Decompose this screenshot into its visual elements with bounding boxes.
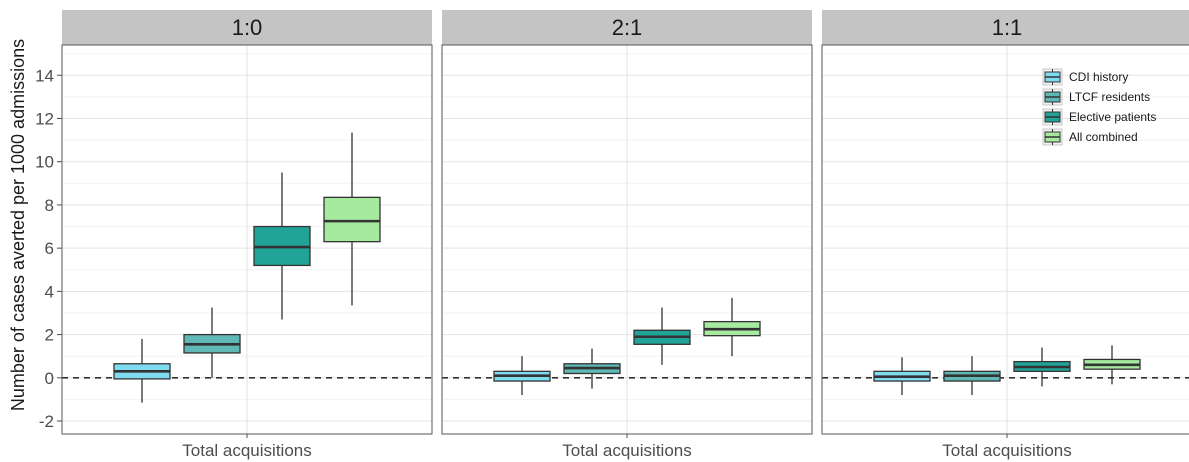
box-iqr — [323, 196, 381, 243]
x-tick-label: Total acquisitions — [182, 441, 311, 460]
box-elective-patients — [633, 307, 691, 365]
facet-panel-2: 2:1 Total acquisitions — [441, 10, 813, 460]
plot-layer: -2 0 2 4 6 8 10 12 14 1:0 Total acquisitions 2:1 Tot… — [35, 10, 1189, 460]
legend-label: All combined — [1069, 130, 1138, 144]
legend: CDI history LTCF residents Elective patien… — [1042, 68, 1156, 146]
box-all-combined — [323, 132, 381, 306]
y-tick-label: 4 — [45, 282, 54, 301]
box-elective-patients — [1013, 347, 1071, 387]
legend-label: Elective patients — [1069, 110, 1156, 124]
y-tick-label: 10 — [35, 153, 54, 172]
x-tick-label: Total acquisitions — [942, 441, 1071, 460]
facet-panel-1: 1:0 Total acquisitions — [61, 10, 433, 460]
box-ltcf-residents — [183, 307, 241, 378]
facet-strip — [62, 10, 432, 45]
y-tick-label: 2 — [45, 326, 54, 345]
x-tick-label: Total acquisitions — [562, 441, 691, 460]
y-axis-title: Number of cases averted per 1000 admissi… — [8, 39, 28, 411]
facet-panel-3: 1:1 Total acquisitions — [821, 10, 1189, 460]
y-tick-label: 6 — [45, 239, 54, 258]
facet-label: 1:1 — [992, 15, 1023, 40]
box-cdi-history — [113, 338, 171, 403]
box-cdi-history — [493, 356, 551, 396]
facet-strip — [822, 10, 1189, 45]
box-cdi-history — [873, 357, 931, 396]
y-tick-label: 14 — [35, 66, 54, 85]
facet-label: 1:0 — [232, 15, 263, 40]
y-tick-label: 12 — [35, 109, 54, 128]
y-tick-label: -2 — [39, 412, 54, 431]
facet-label: 2:1 — [612, 15, 643, 40]
facet-strip — [442, 10, 812, 45]
box-all-combined — [703, 297, 761, 357]
y-tick-label: 8 — [45, 196, 54, 215]
box-ltcf-residents — [943, 356, 1001, 396]
legend-label: LTCF residents — [1069, 90, 1150, 104]
y-tick-label: 0 — [45, 369, 54, 388]
box-ltcf-residents — [563, 348, 621, 389]
box-elective-patients — [253, 172, 311, 320]
legend-label: CDI history — [1069, 70, 1128, 84]
box-all-combined — [1083, 345, 1141, 385]
